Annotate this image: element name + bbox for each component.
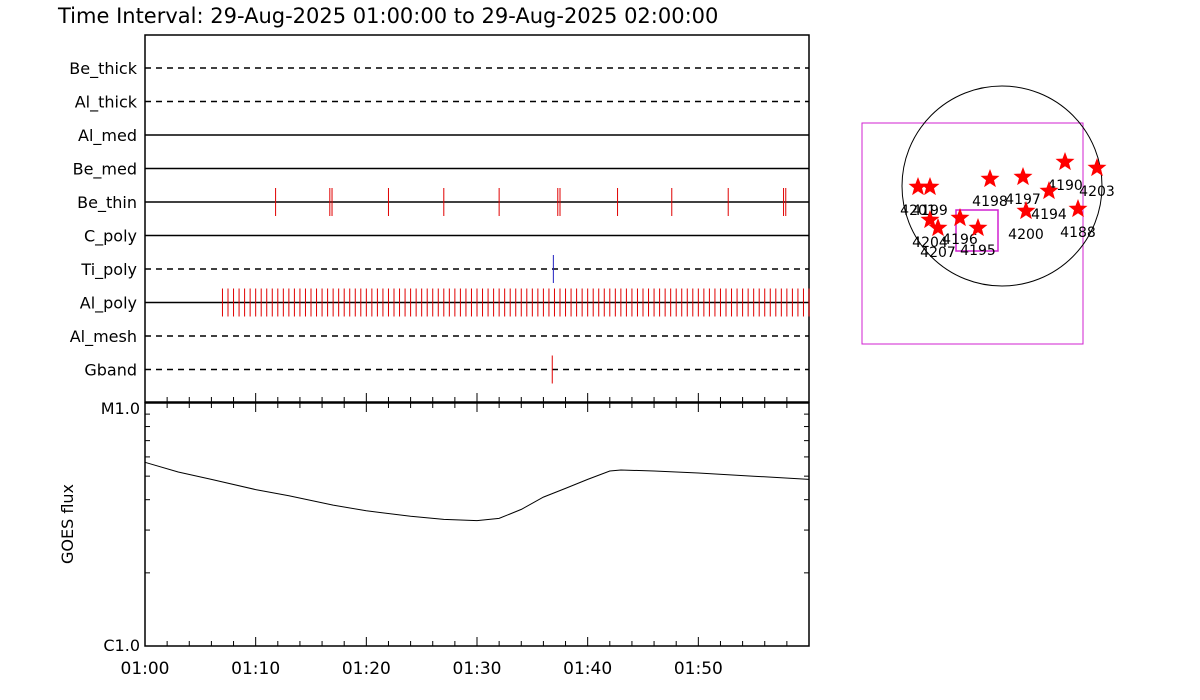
goes-frame [144,402,810,647]
x-tick-label: 01:40 [563,659,612,679]
goes-flux-panel: M1.0 C1.0 GOES flux 01:00 01:10 01:20 01:30… [58,393,810,679]
active-region-label: 4207 [920,245,956,261]
active-region-label: 4204 [912,235,948,251]
active-region-label: 4200 [1008,227,1044,243]
solar-limb-circle [901,85,1103,287]
channel-label: Gband [84,361,137,380]
active-region-label: 4197 [1005,192,1041,208]
active-region-star-icon [980,169,1000,188]
active-region-label: 4195 [960,243,996,259]
channel-label: Al_mesh [70,327,137,347]
active-region-star-icon [1039,181,1059,200]
goes-ylabel: GOES flux [58,484,77,564]
x-tick-label: 01:50 [674,659,723,679]
channel-label: Al_poly [80,294,137,314]
active-region-label: 4201 [900,203,936,219]
active-region-star-icon [950,208,970,227]
active-region-star-icon [928,218,948,237]
ytick-label-top: M1.0 [101,399,140,418]
active-region-star-icon [968,218,988,237]
active-region-label: 4203 [1079,184,1115,200]
channel-timeline-panel: Be_thick Al_thick Al_med Be_med Be_thin C_pol… [69,34,810,403]
channel-label: C_poly [84,227,137,247]
goes-flux-line [144,461,810,522]
ytick-label-bottom: C1.0 [103,636,140,655]
active-region-label: 4196 [942,232,978,248]
figure-title: Time Interval: 29-Aug-2025 01:00:00 to 2… [57,4,718,28]
channel-label: Al_med [78,126,137,146]
active-region-star-icon [1055,152,1075,171]
timeline-frame [144,34,810,403]
x-tick-label: 01:20 [342,659,391,679]
channel-label: Be_med [73,160,137,180]
channel-label: Be_thin [77,193,137,213]
active-region-star-icon [1013,167,1033,186]
channel-label: Ti_poly [80,260,137,280]
x-tick-label: 01:00 [121,659,170,679]
active-region-markers: 4201419942044207419641954198419741904203… [900,152,1115,261]
channel-label: Be_thick [69,59,137,79]
field-of-view-box [861,122,1084,345]
active-region-label: 4194 [1031,207,1067,223]
active-region-star-icon [1068,199,1088,218]
active-region-star-icon [920,177,940,196]
x-tick-label: 01:10 [231,659,280,679]
active-region-star-icon [1016,201,1036,220]
x-tick-label: 01:30 [453,659,502,679]
x-tick-labels: 01:00 01:10 01:20 01:30 01:40 01:50 [121,659,723,679]
active-region-label: 4190 [1047,178,1083,194]
active-region-star-icon [1087,158,1107,177]
target-region-box [955,209,999,252]
goes-axis-ticks [144,393,810,647]
channel-label: Al_thick [75,93,138,113]
active-region-label: 4188 [1060,225,1096,241]
solar-disk-map: 4201419942044207419641954198419741904203… [861,85,1115,345]
active-region-star-icon [920,210,940,229]
active-region-star-icon [908,177,928,196]
channel-rows: Be_thick Al_thick Al_med Be_med Be_thin C_pol… [69,59,810,384]
active-region-label: 4198 [972,194,1008,210]
